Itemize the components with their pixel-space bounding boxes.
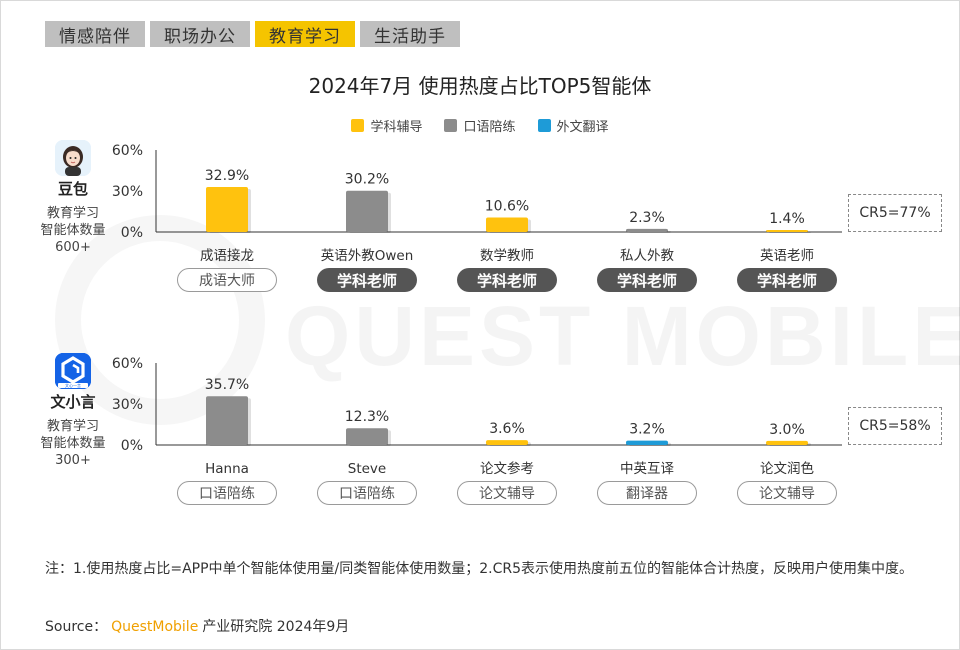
bar-value-label: 3.2% — [629, 422, 665, 438]
wenxiaoyan-icon-text: 文心一言 — [65, 382, 81, 388]
tab-workplace-office[interactable]: 职场办公 — [150, 21, 250, 47]
legend-item-tutoring: 学科辅导 — [351, 116, 422, 135]
legend-label-speaking: 口语陪练 — [463, 120, 516, 135]
category-tabs: 情感陪伴 职场办公 教育学习 生活助手 — [45, 21, 460, 47]
chart-row-wenxiaoyan: 文心一言 文小言 教育学习 智能体数量 300+ 60% 30% 0% 35.7% Ha… — [0, 353, 960, 513]
source-line: Source： QuestMobile 产业研究院 2024年9月 — [45, 616, 349, 636]
chart-legend: 学科辅导 口语陪练 外文翻译 — [0, 116, 960, 135]
bar-value-label: 10.6% — [485, 199, 529, 215]
y-tick-label: 30% — [112, 397, 143, 413]
category-label: Steve — [348, 461, 386, 477]
agent-tag: 翻译器 — [597, 481, 697, 505]
category-label: 私人外教 — [620, 248, 674, 264]
bar-speaking — [346, 190, 388, 232]
bar-speaking — [626, 228, 668, 232]
bar-tutoring — [206, 187, 248, 232]
tab-education-learning[interactable]: 教育学习 — [255, 21, 355, 47]
bar-chart-doubao: 60% 30% 0% 32.9% 成语接龙 30.2% 英语外教Owen 10.6% 数学教师 2… — [112, 143, 842, 264]
watermark: QUEST MOBILE — [285, 288, 960, 385]
bar-value-label: 3.6% — [489, 421, 525, 437]
bar-value-label: 32.9% — [205, 168, 249, 184]
bar-tutoring — [486, 440, 528, 445]
category-label: Hanna — [205, 461, 249, 477]
y-tick-label: 60% — [112, 143, 143, 159]
bar-translation — [626, 440, 668, 445]
bar-tutoring — [766, 440, 808, 445]
legend-swatch-translation — [537, 119, 551, 132]
agent-tag: 成语大师 — [177, 268, 277, 292]
app-category-wenxiaoyan: 教育学习 — [46, 419, 99, 434]
legend-swatch-speaking — [444, 119, 458, 132]
tab-emotional-companion[interactable]: 情感陪伴 — [45, 21, 145, 47]
category-label: 数学教师 — [480, 248, 534, 264]
legend-label-tutoring: 学科辅导 — [370, 120, 423, 135]
bar-value-label: 30.2% — [345, 172, 389, 188]
category-label: 中英互译 — [620, 460, 674, 477]
category-label: 英语外教Owen — [321, 247, 414, 264]
agent-tag: 论文辅导 — [737, 481, 837, 505]
bar-speaking — [206, 396, 248, 445]
bar-value-label: 12.3% — [345, 409, 389, 425]
legend-item-speaking: 口语陪练 — [444, 116, 516, 135]
y-tick-label: 0% — [121, 438, 143, 454]
y-tick-label: 0% — [121, 225, 143, 241]
bar-value-label: 1.4% — [769, 211, 805, 227]
app-count-label-wenxiaoyan: 智能体数量 — [40, 436, 106, 451]
app-name-wenxiaoyan: 文小言 — [50, 393, 96, 411]
agent-tag: 学科老师 — [457, 268, 557, 292]
category-label: 成语接龙 — [200, 247, 254, 264]
bar-value-label: 3.0% — [769, 422, 805, 438]
category-label: 英语老师 — [760, 247, 814, 264]
agent-tag: 学科老师 — [317, 268, 417, 292]
bar-shadow — [769, 232, 811, 233]
agent-tag: 口语陪练 — [177, 481, 277, 505]
app-category-doubao: 教育学习 — [46, 206, 99, 221]
app-count-label-doubao: 智能体数量 — [40, 223, 106, 238]
cr5-box-doubao: CR5=77% — [848, 194, 942, 232]
legend-item-translation: 外文翻译 — [537, 116, 609, 135]
tab-life-assistant[interactable]: 生活助手 — [360, 21, 460, 47]
source-suffix: 产业研究院 2024年9月 — [202, 619, 350, 635]
source-prefix: Source： — [45, 619, 108, 635]
legend-label-translation: 外文翻译 — [556, 120, 609, 135]
app-desc-wenxiaoyan: 教育学习 智能体数量 300+ — [28, 418, 118, 469]
bar-value-label: 35.7% — [205, 377, 249, 393]
agent-tag: 学科老师 — [737, 268, 837, 292]
chart-title: 2024年7月 使用热度占比TOP5智能体 — [308, 74, 652, 98]
legend-swatch-tutoring — [351, 119, 365, 132]
agent-tag: 学科老师 — [597, 268, 697, 292]
bar-speaking — [346, 428, 388, 445]
bar-tutoring — [766, 230, 808, 232]
category-label: 论文参考 — [480, 460, 534, 477]
app-name-doubao: 豆包 — [57, 180, 88, 198]
bar-value-label: 2.3% — [629, 210, 665, 226]
app-count-doubao: 600+ — [55, 240, 91, 255]
source-brand: QuestMobile — [111, 619, 199, 635]
footnote: 注：1.使用热度占比=APP中单个智能体使用量/同类智能体使用数量；2.CR5表… — [45, 561, 914, 577]
agent-tag: 论文辅导 — [457, 481, 557, 505]
doubao-app-icon — [55, 140, 91, 176]
wenxiaoyan-app-icon: 文心一言 — [55, 353, 91, 389]
y-tick-label: 60% — [112, 356, 143, 372]
cr5-box-wenxiaoyan: CR5=58% — [848, 407, 942, 445]
app-desc-doubao: 教育学习 智能体数量 600+ — [28, 205, 118, 256]
app-count-wenxiaoyan: 300+ — [55, 453, 91, 468]
bar-chart-wenxiaoyan: 60% 30% 0% 35.7% Hanna 12.3% Steve 3.6% 论文参考 3.2%… — [112, 356, 842, 477]
chart-row-doubao: 豆包 教育学习 智能体数量 600+ 60% 30% 0% 32.9% 成语接龙 30.2… — [0, 140, 960, 300]
y-tick-label: 30% — [112, 184, 143, 200]
agent-tag: 口语陪练 — [317, 481, 417, 505]
bar-tutoring — [486, 217, 528, 232]
category-label: 论文润色 — [760, 460, 814, 477]
